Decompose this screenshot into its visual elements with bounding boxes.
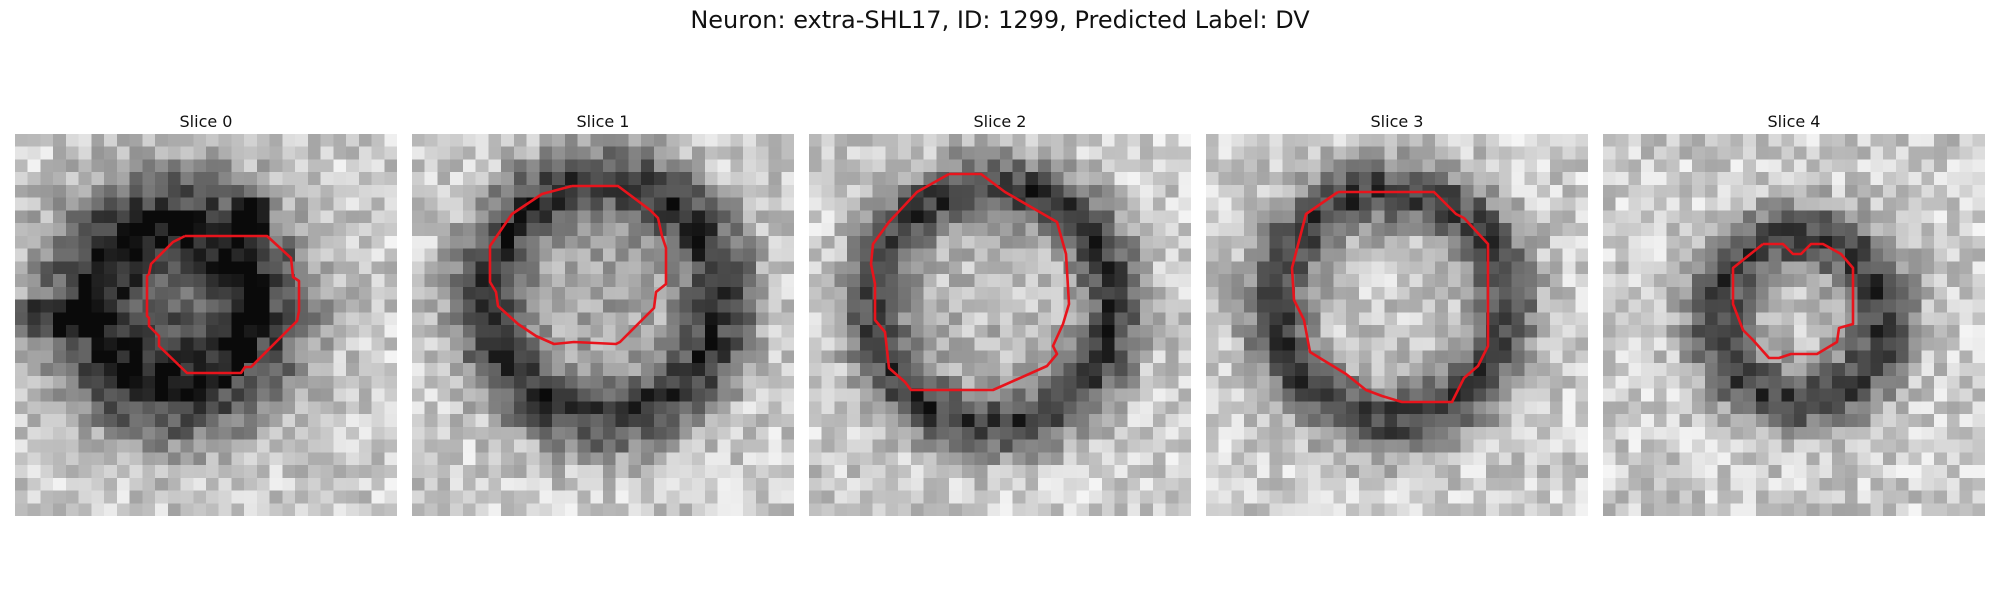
slice-title: Slice 0	[179, 112, 233, 131]
slice-title: Slice 2	[973, 112, 1027, 131]
slice-panel-1: Slice 1	[412, 110, 794, 516]
slice-image	[412, 134, 794, 516]
neuron-contour	[1290, 190, 1490, 404]
slice-title: Slice 4	[1767, 112, 1821, 131]
slice-image	[1206, 134, 1588, 516]
slice-title: Slice 3	[1370, 112, 1424, 131]
neuron-contour	[488, 184, 668, 346]
slice-panel-0: Slice 0	[15, 110, 397, 516]
slice-title: Slice 1	[576, 112, 630, 131]
figure-title: Neuron: extra-SHL17, ID: 1299, Predicted…	[690, 6, 1310, 34]
slice-image	[15, 134, 397, 516]
slice-image	[1603, 134, 1985, 516]
neuron-contour	[869, 172, 1071, 392]
neuron-contour	[145, 234, 301, 375]
slice-panel-3: Slice 3	[1206, 110, 1588, 516]
slice-image	[809, 134, 1191, 516]
slice-panel-4: Slice 4	[1603, 110, 1985, 516]
neuron-contour	[1731, 242, 1855, 360]
slice-panel-2: Slice 2	[809, 110, 1191, 516]
